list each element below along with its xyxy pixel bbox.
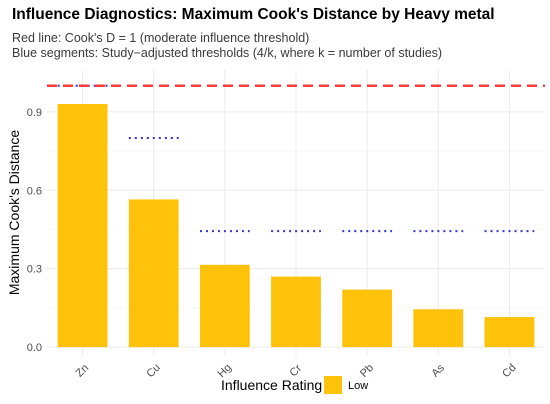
y-tick-label: 0.6	[27, 185, 42, 197]
chart-title: Influence Diagnostics: Maximum Cook's Di…	[12, 6, 495, 23]
bar-pb	[342, 289, 393, 348]
chart-subtitle-line-2: Blue segments: Study−adjusted thresholds…	[12, 46, 443, 60]
y-tick-label: 0.9	[27, 107, 42, 119]
legend-label-low: Low	[348, 380, 368, 392]
bar-zn	[57, 103, 108, 348]
bar-as	[413, 309, 464, 348]
bar-hg	[199, 264, 250, 348]
x-tick-label: Cd	[500, 362, 518, 380]
x-tick-label: Cu	[144, 362, 162, 380]
y-axis-title: Maximum Cook's Distance	[6, 130, 22, 295]
legend-swatch-low	[324, 376, 342, 394]
bar-cu	[128, 199, 179, 348]
bar-cr	[271, 276, 321, 348]
chart-subtitle-line-1: Red line: Cook's D = 1 (moderate influen…	[12, 31, 310, 45]
legend-title: Influence Rating	[221, 377, 322, 393]
y-tick-label: 0.3	[27, 264, 42, 276]
x-tick-label: As	[429, 362, 447, 380]
bar-cd	[484, 317, 535, 348]
x-tick-label: Zn	[74, 362, 92, 380]
x-tick-label: Pb	[358, 362, 376, 380]
y-tick-label: 0.0	[27, 342, 42, 354]
